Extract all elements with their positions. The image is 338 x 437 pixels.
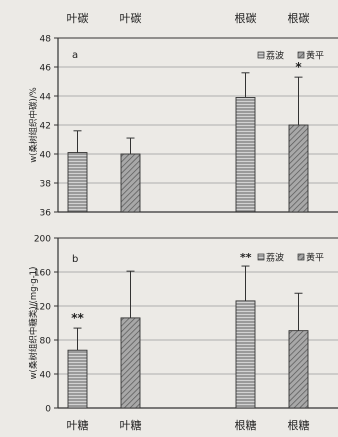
y-tick-label: 160	[34, 269, 51, 279]
chart-panel-b: 0 40 80 120 160 200 w(桑树组织中糖类)/(mg·g-1) b ** 叶糖 叶糖…	[28, 235, 338, 432]
category-label-bottom: 叶糖	[120, 418, 142, 432]
panel-label: a	[72, 50, 78, 61]
significance-mark: **	[71, 311, 84, 325]
legend: 荔波 黄平	[257, 50, 324, 62]
y-tick-label: 42	[40, 122, 51, 132]
y-tick-label: 46	[40, 64, 52, 74]
y-tick-label: 0	[45, 405, 51, 415]
bar	[120, 317, 141, 409]
legend-swatch	[257, 51, 265, 59]
category-label-bottom: 根糖	[235, 418, 257, 432]
legend-label: 荔波	[266, 50, 284, 62]
legend-swatch	[257, 253, 265, 261]
category-label-top: 叶碳	[120, 11, 142, 25]
bar	[67, 152, 88, 213]
y-tick-label: 44	[40, 93, 52, 103]
y-axis-label: w(桑树组织中碳)/%	[28, 87, 39, 163]
bar	[67, 349, 88, 409]
bar	[235, 96, 256, 213]
y-tick-label: 40	[40, 371, 52, 381]
y-tick-label: 120	[34, 303, 51, 313]
legend-label: 荔波	[266, 252, 284, 264]
bar	[235, 300, 256, 409]
y-axis-label: w(桑树组织中糖类)/(mg·g-1)	[28, 267, 39, 380]
legend-significance-mark: **	[240, 251, 252, 264]
legend-label: 黄平	[306, 252, 324, 264]
category-label-top: 叶碳	[67, 11, 89, 25]
legend-swatch	[297, 51, 305, 59]
category-label-bottom: 根糖	[288, 418, 310, 432]
category-label-top: 根碳	[235, 11, 257, 25]
y-tick-label: 200	[34, 235, 51, 245]
legend-swatch	[297, 253, 305, 261]
y-tick-label: 48	[40, 35, 52, 45]
category-label-top: 根碳	[288, 11, 310, 25]
bar	[288, 124, 309, 213]
bar	[288, 330, 309, 409]
significance-mark: *	[295, 60, 302, 74]
y-tick-label: 40	[40, 151, 52, 161]
y-tick-label: 38	[40, 180, 52, 190]
bar	[120, 153, 141, 213]
y-tick-label: 80	[40, 337, 52, 347]
y-tick-label: 36	[40, 209, 52, 219]
panel-label: b	[72, 254, 78, 265]
category-label-bottom: 叶糖	[67, 418, 89, 432]
legend-label: 黄平	[306, 50, 324, 62]
legend: ** 荔波 黄平	[240, 251, 324, 264]
